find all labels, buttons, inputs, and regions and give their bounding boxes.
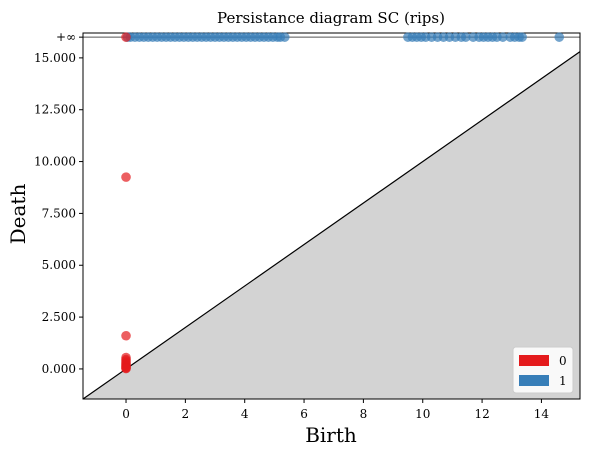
point-series-0: [121, 363, 131, 374]
legend-label-0: 0: [559, 354, 567, 368]
y-tick-label: 7.500: [42, 206, 76, 220]
point-series-1-infinite: [498, 32, 508, 42]
y-tick-label: 15.000: [34, 51, 76, 65]
legend-swatch-0: [519, 355, 549, 366]
y-tick-label: 5.000: [42, 258, 76, 272]
point-series-1-infinite: [517, 32, 527, 42]
y-tick-label: 2.500: [42, 310, 76, 324]
diagonal-line: [83, 51, 580, 399]
y-tick-label: 0.000: [42, 362, 76, 376]
y-tick-label: 12.500: [34, 103, 76, 117]
x-tick-label: 0: [122, 407, 130, 421]
below-diagonal-region: [83, 51, 580, 399]
point-series-1-infinite: [279, 32, 290, 42]
point-series-0-infinite: [121, 32, 131, 42]
x-tick-label: 14: [534, 407, 550, 421]
axes-frame: [82, 32, 581, 400]
legend: 01: [512, 346, 574, 394]
y-tick-label: 10.000: [34, 155, 76, 169]
x-tick-label: 2: [182, 407, 190, 421]
point-series-0: [121, 330, 131, 341]
x-tick-label: 8: [360, 407, 368, 421]
x-tick-label: 6: [300, 407, 308, 421]
chart-title: Persistance diagram SC (rips): [217, 9, 445, 27]
y-axis-label: Death: [6, 184, 30, 245]
plot-area: 0 2 4 6 8 10 12 140.0002.5005.0007.50010.00012.…: [34, 30, 581, 421]
legend-swatch-1: [519, 375, 549, 386]
x-tick-label: 4: [241, 407, 249, 421]
legend-label-1: 1: [559, 374, 567, 388]
x-tick-label: 12: [474, 407, 489, 421]
point-series-0: [121, 172, 131, 182]
x-tick-label: 10: [415, 407, 430, 421]
point-series-1-infinite: [554, 32, 565, 42]
infinity-tick-label: +∞: [56, 30, 76, 44]
x-axis-label: Birth: [305, 423, 357, 447]
point-series-1-infinite: [460, 32, 471, 42]
